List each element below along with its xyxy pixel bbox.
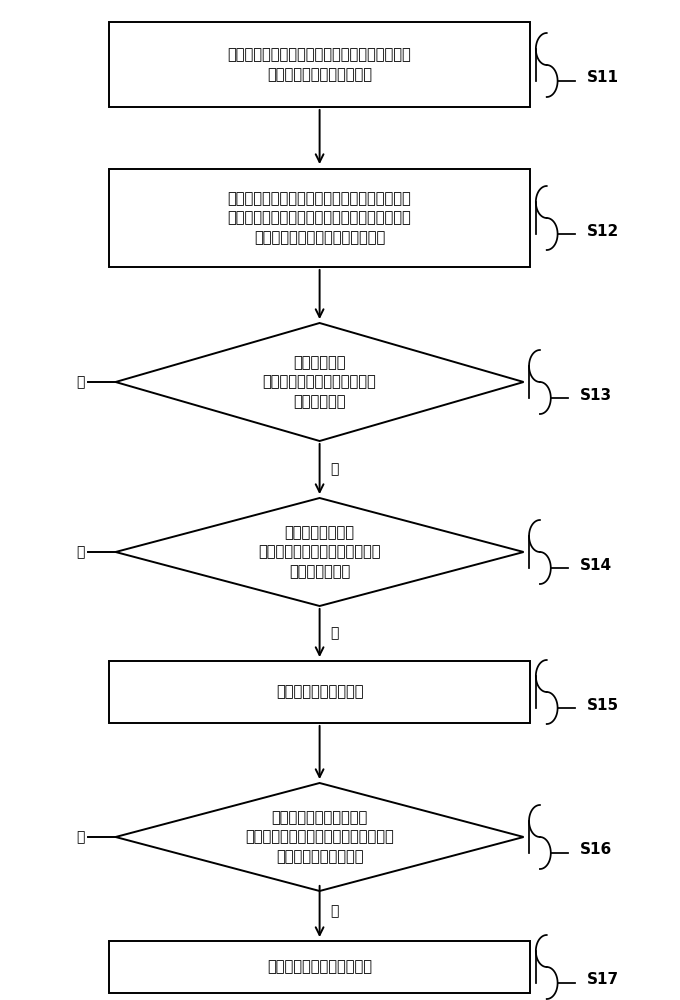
Text: 否: 否 [76,545,84,559]
Bar [109,22,530,107]
Text: 根据第二对风偏差角度得到偏航停止角度，利用
第一对风偏差角度及第二对风偏差角度在满足约
束条件的情况下得到偏航启动角度: 根据第二对风偏差角度得到偏航停止角度，利用 第一对风偏差角度及第二对风偏差角度在… [228,191,411,245]
Text: S11: S11 [587,70,619,86]
Text: S14: S14 [580,558,612,572]
Bar [109,661,530,723]
Text: 实时获取启动后对风偏差
角度，并判断启动后对风偏差角度是否
小于等于偏航停止角度: 实时获取启动后对风偏差 角度，并判断启动后对风偏差角度是否 小于等于偏航停止角度 [245,810,394,864]
Polygon shape [116,498,524,606]
Text: S12: S12 [587,224,619,238]
Text: 否: 否 [76,375,84,389]
Text: 控制偏航系统启动偏航: 控制偏航系统启动偏航 [276,684,363,700]
Text: 设定偏航系统在启动时的第一对风偏差角度、在
停止时的第二对风偏差角度: 设定偏航系统在启动时的第一对风偏差角度、在 停止时的第二对风偏差角度 [228,48,411,82]
Bar [109,169,530,267]
Text: 判断风电机组
是否并网且当前风速是否大于
等于切入风速: 判断风电机组 是否并网且当前风速是否大于 等于切入风速 [262,355,377,409]
Polygon shape [116,323,524,441]
Text: 实时获取对风偏差
角度并判断对风偏差角度是否大
于偏航启动角度: 实时获取对风偏差 角度并判断对风偏差角度是否大 于偏航启动角度 [258,525,381,579]
Text: 是: 是 [330,626,338,640]
Text: 是: 是 [330,462,338,476]
Text: S17: S17 [587,972,619,988]
Text: S16: S16 [580,842,612,857]
Text: 否: 否 [76,830,84,844]
Text: S13: S13 [580,387,612,402]
Text: 是: 是 [330,904,338,918]
Text: S15: S15 [587,698,619,712]
Text: 控制所述偏航系统停止偏航: 控制所述偏航系统停止偏航 [267,960,372,974]
Bar [109,941,530,993]
Polygon shape [116,783,524,891]
